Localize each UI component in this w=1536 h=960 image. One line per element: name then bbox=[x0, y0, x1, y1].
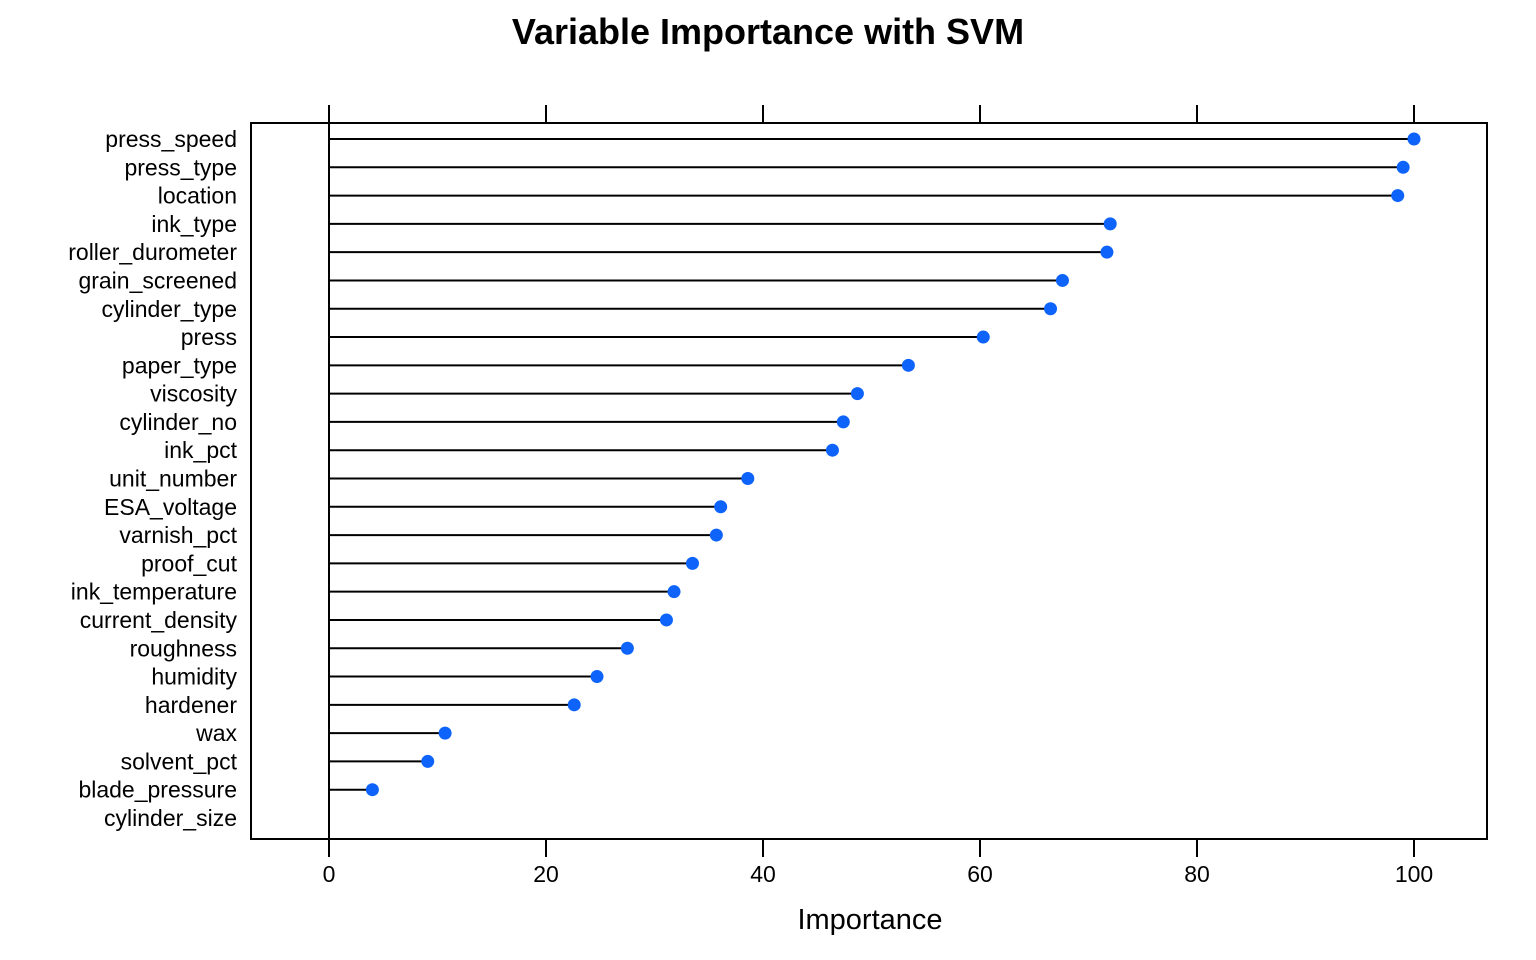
category-label: hardener bbox=[145, 692, 237, 718]
x-tick-label: 100 bbox=[1395, 861, 1433, 887]
category-label: press_type bbox=[124, 154, 237, 180]
category-label: solvent_pct bbox=[121, 748, 238, 774]
category-label: press bbox=[181, 324, 237, 350]
category-label: ink_pct bbox=[164, 437, 237, 463]
data-point bbox=[1103, 217, 1117, 231]
data-point bbox=[850, 387, 864, 401]
chart-title: Variable Importance with SVM bbox=[512, 11, 1024, 52]
category-label: ink_temperature bbox=[71, 579, 237, 605]
bottom-axis-ticks bbox=[328, 839, 1415, 857]
category-label: location bbox=[158, 183, 237, 209]
x-tick-label: 40 bbox=[750, 861, 776, 887]
category-label: viscosity bbox=[150, 381, 237, 407]
category-label: cylinder_size bbox=[104, 805, 237, 831]
data-point bbox=[741, 472, 755, 485]
data-point bbox=[421, 754, 435, 768]
data-point bbox=[836, 415, 850, 429]
category-label: cylinder_type bbox=[101, 296, 237, 322]
x-tick-label: 60 bbox=[967, 861, 993, 887]
category-label: unit_number bbox=[109, 466, 237, 492]
data-point bbox=[685, 556, 699, 570]
data-point bbox=[1391, 189, 1405, 203]
data-point bbox=[590, 670, 604, 684]
data-point bbox=[1396, 160, 1410, 174]
category-label: wax bbox=[195, 720, 237, 746]
data-point bbox=[1407, 132, 1421, 146]
plot-frame bbox=[250, 122, 1488, 840]
points bbox=[365, 132, 1421, 797]
data-point bbox=[825, 443, 839, 457]
category-label: blade_pressure bbox=[78, 777, 237, 803]
category-label: roughness bbox=[130, 635, 237, 661]
x-tick-label: 80 bbox=[1184, 861, 1210, 887]
category-label: ink_type bbox=[151, 211, 237, 237]
category-label: humidity bbox=[151, 664, 237, 690]
data-point bbox=[1100, 245, 1114, 259]
bottom-axis-tick-labels: 0 20 40 60 80 100 bbox=[323, 861, 1434, 887]
data-point bbox=[714, 500, 728, 514]
x-tick-label: 0 bbox=[323, 861, 336, 887]
data-point bbox=[438, 726, 452, 740]
category-label: grain_screened bbox=[78, 267, 237, 293]
x-axis-label: Importance bbox=[797, 904, 942, 936]
top-axis-ticks bbox=[328, 105, 1415, 123]
data-point bbox=[709, 528, 723, 542]
data-point bbox=[976, 330, 990, 344]
data-point bbox=[567, 698, 581, 712]
data-point bbox=[1044, 302, 1058, 316]
data-point bbox=[659, 613, 673, 627]
category-label: press_speed bbox=[105, 126, 237, 152]
stems bbox=[329, 138, 1414, 791]
category-label: varnish_pct bbox=[119, 522, 237, 548]
data-point bbox=[365, 783, 379, 797]
data-point bbox=[1055, 273, 1069, 287]
data-point bbox=[620, 641, 634, 655]
x-tick-label: 20 bbox=[533, 861, 559, 887]
category-label: ESA_voltage bbox=[104, 494, 237, 520]
category-label: proof_cut bbox=[141, 550, 238, 576]
category-label: current_density bbox=[80, 607, 238, 633]
data-point bbox=[901, 358, 915, 372]
category-label: cylinder_no bbox=[119, 409, 237, 435]
category-label: paper_type bbox=[122, 352, 237, 378]
category-label: roller_durometer bbox=[68, 239, 237, 265]
data-point bbox=[667, 585, 681, 599]
